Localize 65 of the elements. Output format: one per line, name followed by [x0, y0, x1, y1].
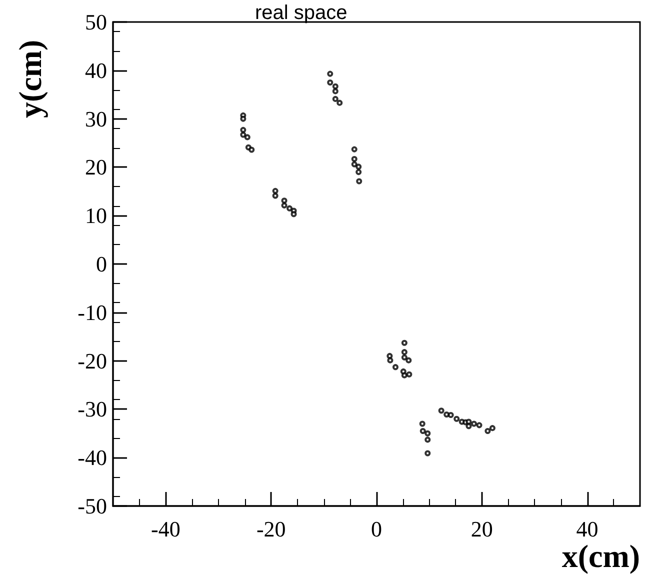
y-tick-label: 40 — [85, 58, 107, 83]
point — [476, 422, 482, 428]
point — [240, 126, 246, 133]
point — [327, 80, 334, 86]
point — [454, 416, 460, 422]
chart-title: real space — [255, 2, 348, 24]
point — [401, 349, 408, 356]
point — [386, 352, 393, 359]
x-tick-label: -20 — [256, 516, 286, 542]
point — [351, 146, 358, 152]
y-tick-label: 10 — [85, 203, 107, 228]
x-tick-label: -40 — [151, 516, 180, 542]
y-tick-label: -50 — [78, 494, 107, 518]
point — [286, 205, 293, 212]
x-tick-label: 20 — [470, 516, 493, 542]
point — [356, 164, 362, 170]
point — [356, 169, 362, 176]
point — [351, 161, 358, 168]
point — [290, 211, 297, 218]
point — [240, 132, 246, 138]
point — [424, 436, 431, 443]
point — [424, 450, 431, 456]
point — [332, 83, 338, 90]
x-tick-label: 0 — [371, 516, 382, 542]
point — [438, 408, 444, 414]
point — [332, 96, 338, 102]
point — [272, 188, 278, 194]
y-tick-label: 0 — [96, 252, 107, 276]
y-tick-label: 20 — [85, 154, 107, 180]
point — [281, 198, 288, 204]
point — [336, 100, 343, 106]
point — [471, 420, 477, 427]
y-tick-label: -10 — [78, 300, 107, 325]
point — [420, 428, 426, 434]
y-tick-label: -30 — [78, 396, 107, 422]
point — [244, 134, 250, 140]
point — [387, 357, 394, 364]
y-tick-label: -40 — [78, 445, 107, 470]
point — [406, 357, 412, 364]
point — [406, 371, 412, 378]
point — [444, 412, 450, 418]
point — [424, 430, 431, 436]
point — [484, 428, 491, 434]
point — [392, 364, 398, 370]
y-tick-label: 50 — [85, 10, 107, 34]
point — [281, 202, 288, 208]
point — [466, 423, 472, 430]
point — [419, 420, 426, 427]
point — [489, 425, 496, 432]
point — [466, 418, 472, 425]
point — [332, 88, 338, 94]
y-tick-label: 30 — [85, 106, 107, 132]
point — [327, 70, 334, 77]
point — [401, 340, 408, 346]
y-axis-title: y(cm) — [12, 40, 48, 118]
point — [248, 146, 255, 153]
point — [351, 156, 358, 162]
y-tick-label: -20 — [78, 348, 107, 374]
point — [401, 372, 408, 378]
point — [356, 178, 362, 184]
point — [401, 354, 408, 360]
point — [240, 116, 246, 122]
point — [400, 368, 406, 374]
point — [272, 192, 278, 199]
point — [448, 412, 454, 418]
